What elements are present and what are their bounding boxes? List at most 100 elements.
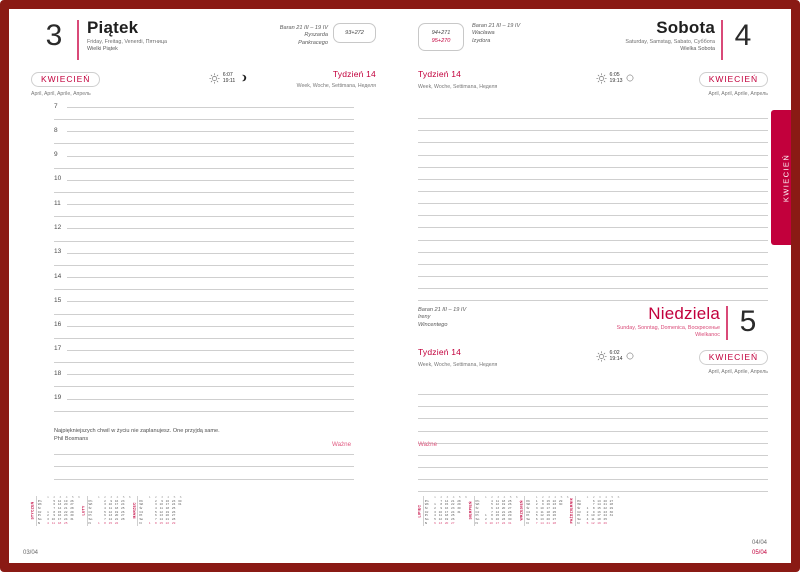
- mini-cal-day: 18: [114, 506, 119, 511]
- mini-dow-label: N: [424, 520, 427, 525]
- mini-cal-day: 23: [501, 517, 506, 522]
- rule-line[interactable]: [418, 168, 768, 180]
- hour-slot[interactable]: 19: [54, 394, 354, 423]
- notes-lines-saturday[interactable]: [418, 107, 768, 302]
- mini-dow-label: So: [475, 517, 480, 522]
- month-side-tab-label: KWIECIEŃ: [781, 153, 790, 202]
- mini-week-col: 4: [452, 495, 455, 499]
- mini-cal-day: 22: [165, 520, 170, 525]
- notes-lines-sunday[interactable]: [418, 383, 768, 493]
- rule-line[interactable]: [418, 192, 768, 205]
- hour-slot[interactable]: 15: [54, 297, 354, 325]
- rule-line[interactable]: [418, 216, 768, 229]
- rule-line[interactable]: [418, 395, 768, 408]
- notes-lines-left[interactable]: [54, 443, 354, 480]
- hour-slot[interactable]: 12: [54, 224, 354, 252]
- hour-slot[interactable]: 10: [54, 175, 354, 204]
- hour-slot[interactable]: 11: [54, 200, 354, 228]
- rule-line[interactable]: [418, 277, 768, 290]
- rule-line[interactable]: [418, 131, 768, 144]
- rule-line[interactable]: [54, 443, 354, 456]
- important-label-right: Ważne: [418, 441, 438, 448]
- mini-cal-row: Cz 4 11 18 25: [526, 510, 568, 515]
- hourly-schedule-lines[interactable]: 7 8 9 10 11 12 13 14 15 16 17 18 19: [54, 103, 354, 423]
- nameday-saturday-1: Wacława: [472, 30, 495, 37]
- hour-slot[interactable]: 9: [54, 151, 354, 180]
- mini-cal-day: 23: [171, 498, 176, 503]
- mini-cal-day: 5: [104, 509, 106, 514]
- mini-cal-row: Cz 5 12 19 26: [139, 509, 181, 515]
- month-week-row-friday: KWIECIEŃ April, April, Aprile, Апрель: [31, 69, 376, 97]
- rule-line[interactable]: [418, 383, 768, 396]
- hour-slot[interactable]: 18: [54, 370, 354, 398]
- hour-slot[interactable]: 16: [54, 321, 354, 350]
- mini-month-name: STYCZEŃ: [30, 501, 35, 520]
- mini-dow-label: Cz: [139, 509, 144, 514]
- mini-dow-label: So: [139, 517, 144, 522]
- mini-dow-label: N: [139, 520, 142, 525]
- mini-week-col: 6: [566, 495, 569, 499]
- mini-week-col: 3: [161, 495, 163, 499]
- rule-line[interactable]: [418, 265, 768, 277]
- mini-month-name: LIPIEC: [417, 504, 422, 518]
- mini-cal-row: Wt 5 12 19 26: [476, 503, 518, 507]
- mini-cal-day: 27: [451, 520, 455, 525]
- mini-cal-day: 17: [114, 502, 119, 507]
- mini-week-col: 3: [446, 495, 449, 499]
- mini-cal-day: 25: [171, 506, 176, 511]
- mini-cal-day: 19: [597, 520, 601, 525]
- mini-cal-day: 9: [491, 517, 493, 522]
- rule-line[interactable]: [418, 253, 768, 265]
- mini-week-col: 5: [611, 495, 614, 499]
- rule-line[interactable]: [418, 143, 768, 156]
- rule-line[interactable]: [418, 468, 768, 481]
- rule-line[interactable]: [418, 419, 768, 432]
- rule-line[interactable]: [418, 444, 768, 456]
- mini-cal-day: 5: [53, 498, 56, 503]
- rule-line[interactable]: [418, 180, 768, 192]
- hour-slot[interactable]: 14: [54, 273, 354, 301]
- rule-line[interactable]: [418, 432, 768, 444]
- mini-cal-day: 24: [64, 517, 68, 522]
- rule-line[interactable]: [418, 156, 768, 168]
- rule-line[interactable]: [418, 119, 768, 132]
- half-hour-rule-line: [54, 313, 354, 315]
- mini-cal-day: 12: [591, 520, 595, 525]
- hour-label: 11: [54, 199, 61, 207]
- moon-phase-icon-sunday: [625, 351, 635, 361]
- rule-line[interactable]: [418, 107, 768, 120]
- left-page: 3 Piątek Friday, Freitag, Venerdi, Пятни…: [9, 9, 400, 563]
- mini-cal-day: 30: [70, 513, 74, 518]
- mini-dow-label: Śr: [139, 506, 143, 511]
- rule-line[interactable]: [418, 407, 768, 420]
- mini-week-col: 4: [554, 495, 557, 499]
- month-side-tab[interactable]: KWIECIEŃ: [771, 110, 800, 245]
- day-name-saturday: Sobota: [656, 18, 715, 37]
- page-number-right-2: 05/04: [751, 550, 767, 556]
- day-count-badge-saturday: 94+271 95+270: [418, 23, 464, 51]
- mini-cal-day: 30: [457, 506, 461, 511]
- rule-line[interactable]: [418, 289, 768, 302]
- mini-cal-day: 13: [57, 502, 62, 507]
- sunset-time: 19:11: [222, 78, 236, 85]
- hour-slot[interactable]: 17: [54, 345, 354, 374]
- rule-line[interactable]: [54, 467, 354, 480]
- hour-slot[interactable]: 8: [54, 127, 354, 155]
- mini-cal-day: 23: [121, 498, 125, 503]
- rule-line[interactable]: [418, 480, 768, 493]
- rule-line[interactable]: [418, 456, 768, 468]
- hour-slot[interactable]: 13: [54, 248, 354, 277]
- mini-cal-day: 26: [70, 498, 74, 503]
- mini-cal-row: Śr 3 10 17 24: [526, 506, 568, 511]
- day-name: Piątek: [87, 18, 139, 37]
- mini-cal-day: 10: [591, 513, 595, 518]
- mini-cal-day: 8: [542, 498, 544, 503]
- rule-line[interactable]: [54, 455, 354, 468]
- rule-line[interactable]: [418, 228, 768, 241]
- rule-line[interactable]: [418, 241, 768, 253]
- half-hour-rule-line: [54, 264, 354, 266]
- hour-slot[interactable]: 7: [54, 103, 354, 131]
- mini-dow-label: Wt: [424, 502, 429, 507]
- rule-line[interactable]: [418, 204, 768, 217]
